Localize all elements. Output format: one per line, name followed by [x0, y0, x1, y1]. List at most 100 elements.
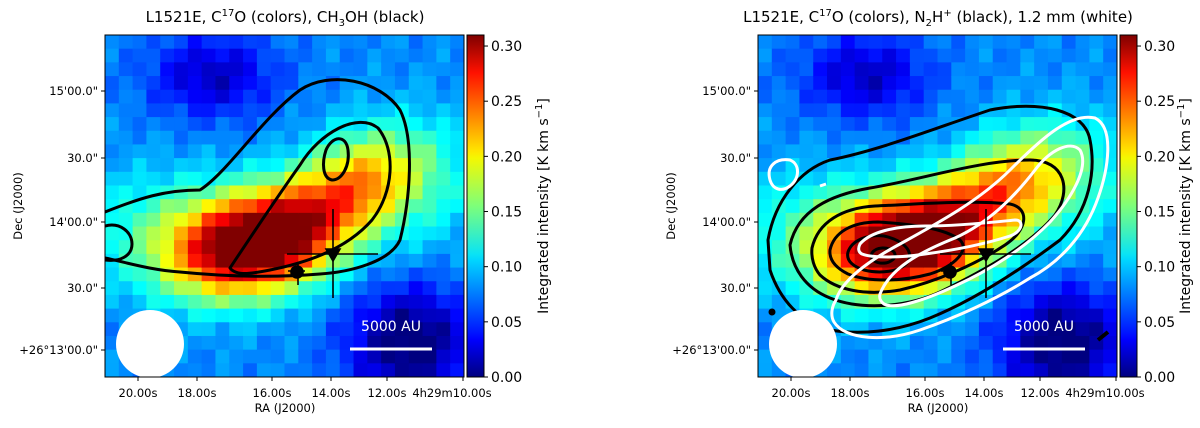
heatmap-cell [978, 308, 994, 323]
heatmap-cell [1103, 103, 1117, 118]
right-black-contour-3 [810, 200, 1026, 294]
heatmap-cell [854, 158, 870, 173]
heatmap-cell [408, 308, 424, 323]
left-colorbar-label: Integrated intensity [K km s−1] [534, 98, 552, 314]
heatmap-cell [758, 144, 773, 159]
heatmap-cell [978, 117, 994, 132]
heatmap-cell [367, 363, 382, 377]
heatmap-cell [992, 62, 1008, 77]
heatmap-cell [270, 62, 286, 77]
heatmap-cell [118, 117, 134, 132]
heatmap-cell [951, 253, 966, 269]
heatmap-cell [1075, 240, 1090, 255]
heatmap-cell [353, 226, 368, 241]
heatmap-cell [1075, 363, 1090, 377]
colorbar-tick-label: 0.00 [491, 370, 522, 386]
heatmap-cell [160, 144, 175, 159]
heatmap-cell [1020, 48, 1035, 63]
heatmap-cell [312, 294, 327, 310]
heatmap-cell [270, 240, 286, 255]
heatmap-cell [381, 103, 396, 118]
heatmap-cell [394, 281, 410, 296]
right-white-contour-5 [819, 182, 827, 188]
heatmap-cell [367, 89, 382, 104]
heatmap-cell [256, 226, 272, 241]
heatmap-cell [201, 363, 217, 377]
heatmap-cell [799, 48, 814, 63]
heatmap-cell [201, 281, 217, 296]
heatmap-cell [146, 130, 161, 146]
heatmap-cell [882, 349, 897, 364]
heatmap-cell [450, 335, 464, 351]
heatmap-cell [298, 226, 313, 241]
heatmap-cell [408, 117, 424, 132]
heatmap-cell [187, 308, 203, 323]
heatmap-cell [353, 117, 368, 132]
heatmap-cell [408, 335, 424, 351]
heatmap-cell [160, 212, 175, 228]
heatmap-cell [436, 103, 451, 118]
heatmap-cell [896, 35, 911, 50]
heatmap-cell [1047, 240, 1063, 255]
heatmap-cell [951, 48, 966, 63]
heatmap-cell [882, 76, 897, 91]
heatmap-cell [1006, 349, 1021, 364]
heatmap-cell [1020, 130, 1035, 146]
heatmap-cell [325, 144, 341, 159]
heatmap-cell [1103, 240, 1117, 255]
heatmap-cell [215, 48, 230, 63]
heatmap-cell [785, 199, 801, 214]
heatmap-cell [298, 130, 313, 146]
heatmap-cell [882, 335, 897, 351]
heatmap-cell [256, 158, 272, 173]
heatmap-cell [174, 76, 189, 91]
heatmap-cell [381, 322, 396, 337]
heatmap-cell [298, 48, 313, 63]
heatmap-cell [1020, 62, 1035, 77]
heatmap-cell [187, 335, 203, 351]
heatmap-cell [896, 62, 911, 77]
heatmap-cell [174, 226, 189, 241]
heatmap-cell [868, 335, 883, 351]
heatmap-cell [339, 103, 355, 118]
heatmap-cell [187, 48, 203, 63]
right-ytick: 30.0" [720, 151, 751, 165]
heatmap-cell [450, 349, 464, 364]
heatmap-cell [422, 335, 437, 351]
heatmap-cell [896, 349, 911, 364]
heatmap-cell [270, 76, 286, 91]
heatmap-cell [450, 171, 464, 187]
heatmap-cell [1061, 89, 1077, 104]
heatmap-cell [1089, 294, 1104, 310]
heatmap-cell [1047, 89, 1063, 104]
heatmap-cell [146, 76, 161, 91]
heatmap-cell [201, 294, 217, 310]
right-x-ticks: 20.00s 18.00s 16.00s 14.00s 12.00s 4h29m… [772, 377, 1145, 400]
heatmap-cell [229, 308, 244, 323]
heatmap-cell [1103, 117, 1117, 132]
heatmap-cell [1103, 267, 1117, 282]
heatmap-cell [367, 158, 382, 173]
heatmap-cell [868, 76, 883, 91]
right-scale-bar-label: 5000 AU [1014, 319, 1074, 335]
heatmap-cell [422, 212, 437, 228]
heatmap-cell [215, 322, 230, 337]
heatmap-cell [174, 199, 189, 214]
heatmap-cell [284, 335, 299, 351]
heatmap-cell [270, 35, 286, 50]
heatmap-cell [270, 89, 286, 104]
heatmap-cell [923, 363, 939, 377]
heatmap-cell [937, 185, 952, 200]
heatmap-cell [353, 281, 368, 296]
heatmap-cell [229, 363, 244, 377]
heatmap-cell [105, 363, 120, 377]
heatmap-cell [840, 158, 856, 173]
heatmap-cell [436, 253, 451, 269]
heatmap-cell [408, 294, 424, 310]
heatmap-cell [436, 240, 451, 255]
heatmap-cell [937, 76, 952, 91]
heatmap-cell [270, 158, 286, 173]
heatmap-cell [325, 62, 341, 77]
left-y-ticks: 15'00.0" 30.0" 14'00.0" 30.0" +26°13'00.… [19, 84, 105, 357]
heatmap-cell [854, 130, 870, 146]
